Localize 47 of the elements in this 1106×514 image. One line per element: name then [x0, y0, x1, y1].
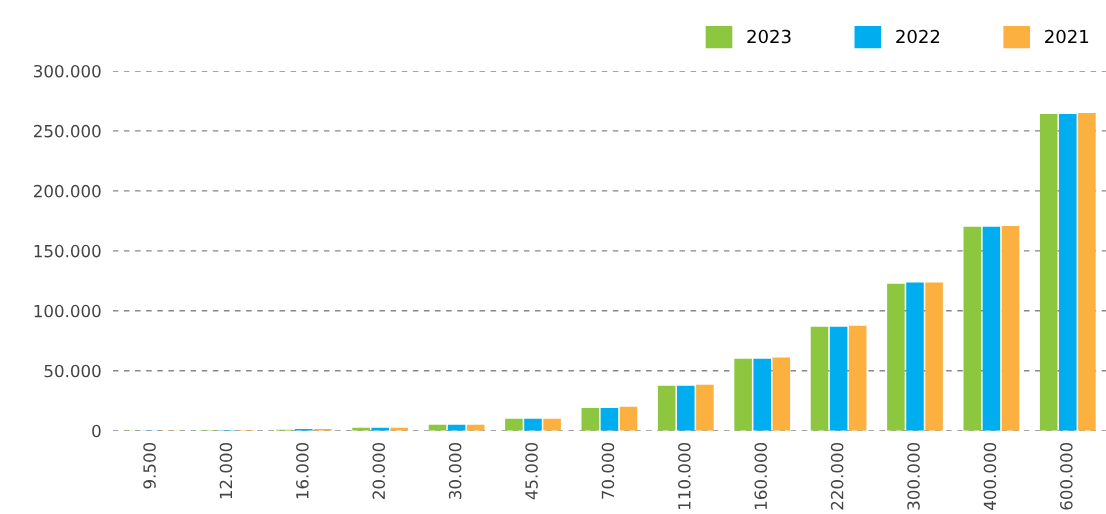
x-tick-label: 110.000 [678, 442, 691, 509]
bar [887, 283, 905, 431]
y-tick-label: 300.000 [34, 64, 101, 78]
bar [848, 325, 867, 431]
bar [1001, 225, 1020, 431]
x-tick-label: 16.000 [296, 442, 309, 499]
bar [1039, 114, 1058, 431]
x-tick-label: 20.000 [372, 442, 386, 499]
bar [772, 357, 791, 431]
bar [657, 385, 676, 431]
x-tick-label: 12.000 [219, 442, 233, 499]
bar [925, 282, 943, 431]
bar [696, 384, 714, 431]
x-tick-label: 160.000 [754, 442, 768, 509]
legend-label: 2021 [1045, 29, 1089, 44]
bar [810, 326, 829, 431]
bar [753, 358, 771, 431]
bar [524, 418, 542, 431]
bar [982, 226, 1001, 431]
legend-label: 2022 [896, 29, 940, 44]
bar [543, 418, 561, 431]
x-tick-label: 600.000 [1060, 442, 1073, 510]
legend-label: 2023 [747, 29, 791, 44]
x-tick-label: 30.000 [448, 442, 462, 499]
bar [906, 282, 924, 431]
y-tick-label: 250.000 [34, 124, 101, 138]
y-tick-label: 100.000 [34, 304, 101, 318]
bar [677, 385, 695, 431]
y-tick-label: 50.000 [44, 364, 101, 378]
x-tick-label: 45.000 [525, 442, 538, 500]
bar [734, 358, 752, 431]
x-tick-label: 70.000 [601, 442, 615, 499]
y-tick-label: 150.000 [34, 244, 101, 258]
bar [1059, 114, 1077, 431]
bar [829, 326, 848, 431]
bar [581, 407, 600, 431]
x-tick-label: 300.000 [907, 442, 920, 510]
x-tick-label: 400.000 [983, 442, 997, 510]
bar [505, 418, 523, 431]
x-tick-label: 9.500 [143, 442, 156, 489]
y-tick-label: 200.000 [34, 184, 101, 198]
bar [619, 406, 638, 431]
bar [600, 407, 619, 431]
y-tick-label: 0 [92, 424, 101, 438]
x-tick-label: 220.000 [830, 442, 844, 510]
bar [1078, 112, 1096, 431]
bar [963, 226, 982, 431]
